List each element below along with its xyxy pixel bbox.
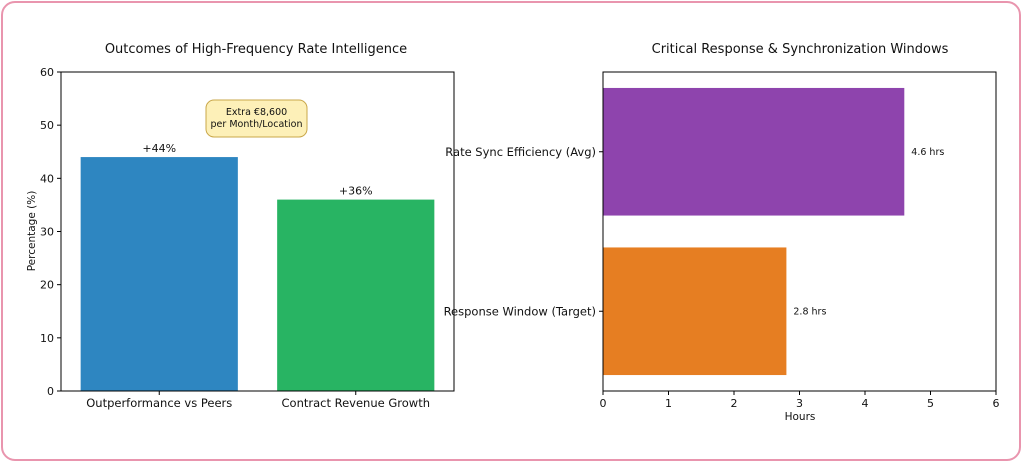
right-x-axis-label: Hours — [785, 411, 816, 423]
left-chart: Outcomes of High-Frequency Rate Intellig… — [26, 42, 455, 410]
annotation-box: Extra €8,600 per Month/Location — [205, 99, 308, 138]
annotation-line-1: Extra €8,600 — [226, 107, 287, 118]
annotation-line-2: per Month/Location — [211, 119, 303, 130]
bar-1 — [277, 199, 435, 391]
y-tick-label-6: 60 — [40, 66, 54, 79]
hbar-value-label-0: 4.6 hrs — [911, 147, 944, 158]
x-category-label-1: Contract Revenue Growth — [282, 396, 431, 410]
x-category-label-0: Outperformance vs Peers — [86, 396, 232, 410]
x-tick-label-right-1: 1 — [665, 397, 672, 410]
y-tick-label-2: 20 — [40, 279, 54, 292]
right-chart: Critical Response & Synchronization Wind… — [444, 42, 1000, 423]
hbar-0 — [603, 87, 905, 216]
y-tick-label-0: 0 — [47, 385, 54, 398]
right-chart-title: Critical Response & Synchronization Wind… — [652, 42, 949, 57]
x-tick-label-right-3: 3 — [796, 397, 803, 410]
x-tick-label-right-4: 4 — [862, 397, 869, 410]
x-tick-label-right-5: 5 — [927, 397, 934, 410]
bar-value-label-0: +44% — [142, 142, 176, 155]
x-tick-label-right-0: 0 — [600, 397, 607, 410]
left-plot-frame — [60, 71, 455, 392]
y-tick-label-4: 40 — [40, 172, 54, 185]
left-y-axis-label: Percentage (%) — [26, 191, 38, 272]
y-tick-label-1: 10 — [40, 332, 54, 345]
y-category-label-0: Rate Sync Efficiency (Avg) — [445, 145, 596, 159]
hbar-1 — [603, 247, 787, 376]
y-tick-label-5: 50 — [40, 119, 54, 132]
left-chart-title: Outcomes of High-Frequency Rate Intellig… — [105, 42, 407, 57]
x-tick-label-right-2: 2 — [731, 397, 738, 410]
x-tick-label-right-6: 6 — [993, 397, 1000, 410]
hbar-value-label-1: 2.8 hrs — [793, 306, 826, 317]
y-tick-label-3: 30 — [40, 226, 54, 239]
bar-value-label-1: +36% — [339, 185, 373, 198]
bar-0 — [80, 157, 238, 391]
y-category-label-1: Response Window (Target) — [444, 304, 596, 318]
right-plot-frame — [602, 71, 997, 392]
annotation-background — [205, 99, 308, 138]
